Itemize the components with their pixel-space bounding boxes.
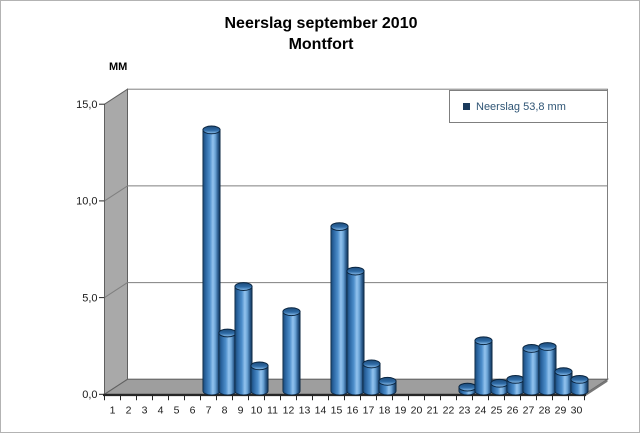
bar-day-12: [282, 307, 301, 396]
x-tick-label-13: 13: [299, 405, 311, 417]
floor-side-face: [584, 379, 608, 397]
x-tick-label-11: 11: [267, 405, 278, 417]
bar-day-24: [474, 336, 493, 396]
x-tick-label-20: 20: [411, 405, 423, 417]
bar-day-26: [506, 374, 525, 396]
x-tick-label-2: 2: [126, 405, 132, 417]
x-tick-label-3: 3: [142, 405, 148, 417]
x-tick-label-29: 29: [555, 405, 567, 417]
bar-day-29: [554, 367, 573, 396]
bar-day-27: [522, 344, 541, 396]
bar-top-face: [234, 282, 253, 291]
bar-day-25: [490, 378, 509, 396]
bar-top-face: [474, 336, 493, 346]
x-tick-label-25: 25: [491, 405, 503, 417]
bar-day-15: [330, 222, 349, 396]
x-tick-label-26: 26: [507, 405, 519, 417]
bar-day-9: [234, 282, 253, 396]
bar-body: [474, 340, 493, 396]
bar-body: [522, 348, 541, 396]
bar-top-face: [458, 382, 477, 392]
x-tick-label-14: 14: [315, 405, 327, 417]
bar-day-7: [202, 125, 221, 396]
bar-top-face: [554, 367, 573, 377]
bar-body: [234, 286, 253, 396]
x-tick-label-18: 18: [379, 405, 391, 417]
x-tick-label-6: 6: [190, 405, 196, 417]
bar-day-16: [346, 266, 365, 396]
x-tick-label-22: 22: [443, 405, 455, 417]
bar-day-8: [218, 328, 237, 396]
bar-top-face: [570, 374, 589, 384]
chart-title-line1: Neerslag september 2010: [224, 15, 418, 32]
bar-top-face: [522, 344, 541, 353]
bar-day-28: [538, 342, 557, 396]
back-wall: [127, 88, 608, 380]
bar-day-23: [458, 382, 477, 396]
bar-day-18: [378, 376, 397, 396]
chart-title-line2: Montfort: [288, 36, 354, 53]
bar-top-face: [282, 307, 301, 317]
x-tick-label-17: 17: [363, 405, 375, 417]
bar-body: [346, 270, 365, 396]
x-tick-label-28: 28: [539, 405, 551, 417]
x-tick-label-24: 24: [475, 405, 487, 417]
bar-top-face: [202, 125, 221, 135]
y-tick-label-15,0: 15,0: [76, 99, 97, 111]
x-tick-label-19: 19: [395, 405, 407, 417]
bar-day-17: [362, 359, 381, 396]
left-wall: [104, 88, 128, 396]
gridline-wall-10: [104, 185, 128, 202]
x-tick-label-10: 10: [251, 405, 263, 417]
legend-label: Neerslag 53,8 mm: [476, 100, 566, 113]
x-tick-label-15: 15: [331, 405, 343, 417]
x-tick-label-1: 1: [110, 405, 116, 417]
bar-day-10: [250, 361, 269, 396]
legend-marker-icon: [463, 103, 470, 110]
gridline-wall-5: [104, 282, 128, 299]
x-tick-label-12: 12: [283, 405, 295, 417]
bar-top-face: [378, 376, 397, 386]
x-tick-label-5: 5: [174, 405, 180, 417]
bar-body: [202, 129, 221, 396]
bar-top-face: [506, 374, 525, 384]
x-tick-label-16: 16: [347, 405, 359, 417]
x-tick-label-21: 21: [427, 405, 439, 417]
bar-body: [218, 332, 237, 396]
x-tick-label-23: 23: [459, 405, 471, 417]
chart-title: Neerslag september 2010 Montfort: [1, 13, 639, 55]
bar-day-30: [570, 374, 589, 396]
bar-body: [362, 363, 381, 396]
x-tick-label-7: 7: [206, 405, 212, 417]
x-tick-label-30: 30: [571, 405, 583, 417]
x-tick-label-4: 4: [158, 405, 164, 417]
bar-top-face: [346, 266, 365, 276]
x-tick-label-9: 9: [238, 405, 244, 417]
bar-top-face: [250, 361, 269, 371]
bar-top-face: [362, 359, 381, 369]
y-tick-label-0,0: 0,0: [82, 389, 97, 401]
y-axis-unit-label: MM: [109, 61, 128, 73]
bar-body: [330, 226, 349, 396]
y-tick-label-5,0: 5,0: [82, 292, 97, 304]
bar-body: [250, 365, 269, 396]
bar-top-face: [218, 328, 237, 338]
y-tick-label-10,0: 10,0: [76, 196, 97, 208]
x-tick-label-27: 27: [523, 405, 535, 417]
bar-body: [538, 346, 557, 396]
x-tick-label-8: 8: [222, 405, 228, 417]
bar-top-face: [490, 378, 509, 388]
bar-top-face: [330, 222, 349, 232]
bar-top-face: [538, 342, 557, 351]
bar-body: [282, 311, 301, 396]
legend: Neerslag 53,8 mm: [449, 90, 608, 123]
